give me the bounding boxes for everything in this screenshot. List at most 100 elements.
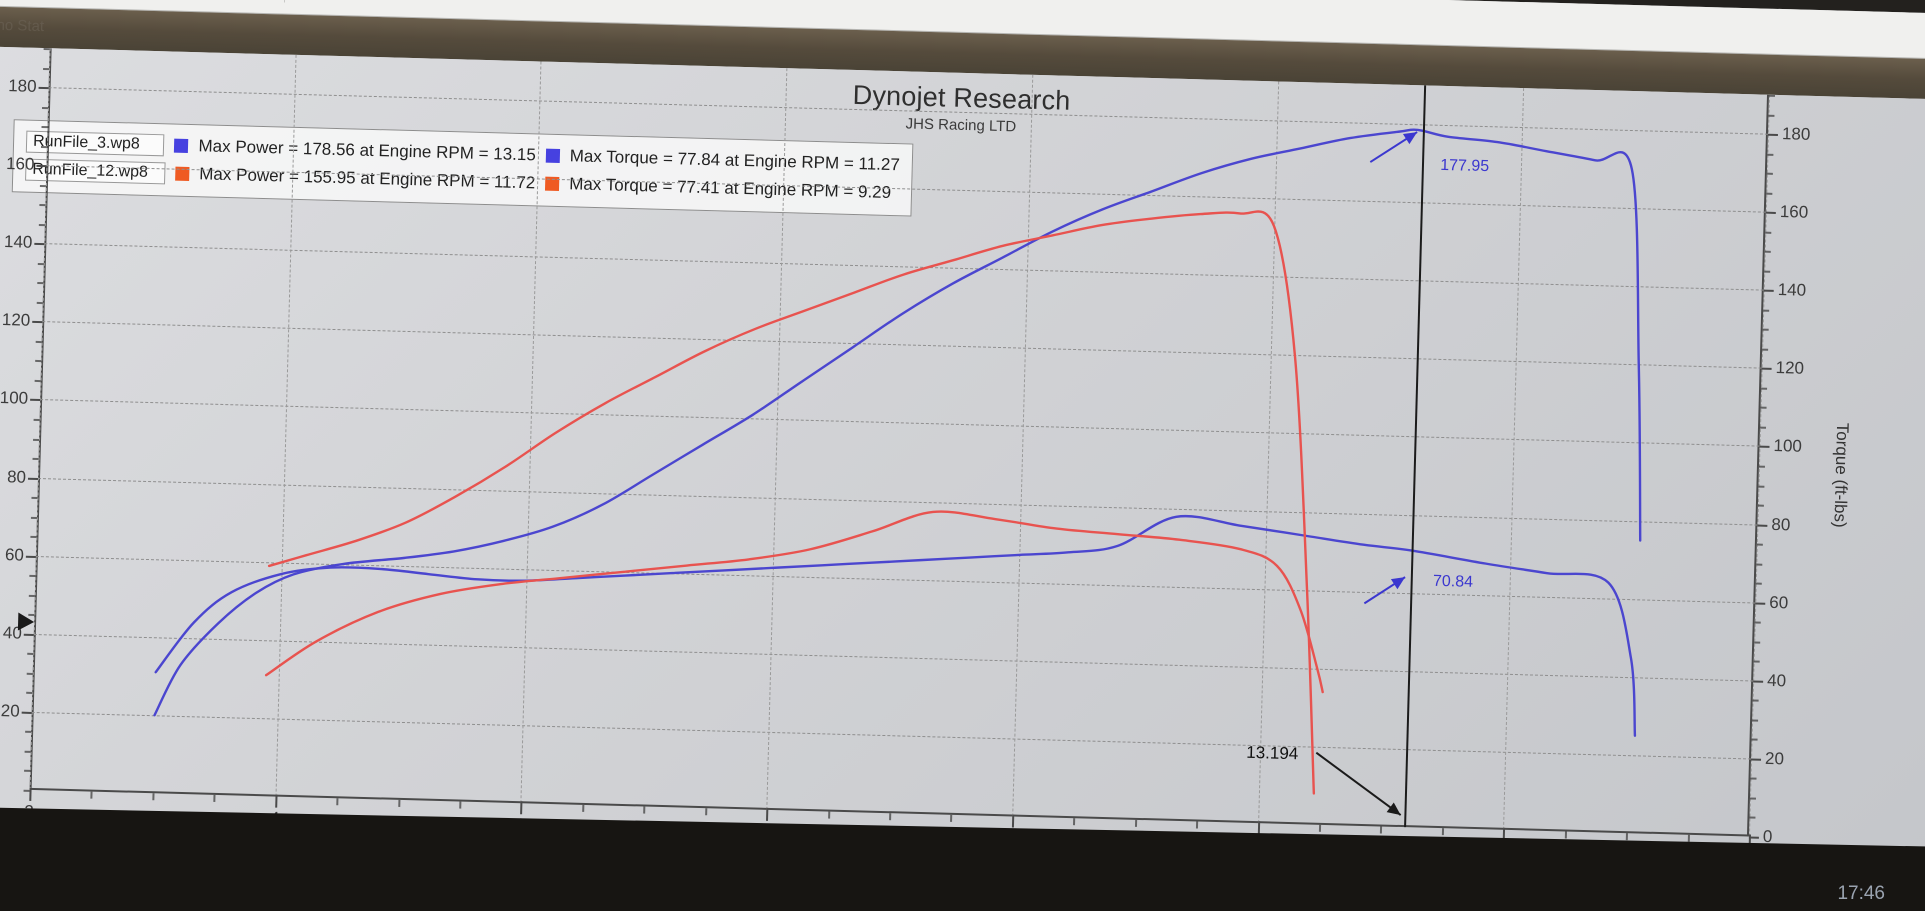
y-axis-right-minor-tick: [1758, 465, 1765, 468]
left-axis-marker-icon: [17, 612, 35, 632]
y-axis-right-minor-tick: [1768, 114, 1775, 117]
y-axis-right-minor-tick: [1752, 719, 1759, 722]
y-axis-right-tick-label: 140: [1777, 280, 1807, 301]
series-line-2: [267, 210, 1316, 795]
x-axis-minor-tick: [1196, 821, 1199, 829]
y-axis-right-minor-tick: [1759, 426, 1767, 429]
y-axis-right-minor-tick: [1765, 231, 1772, 234]
y-axis-left-tick-mark: [23, 633, 34, 636]
x-axis-minor-tick: [1564, 831, 1567, 839]
cursor-torque-readout: 70.84: [1432, 573, 1474, 592]
series-line-1: [154, 514, 1637, 737]
y-axis-left-tick-label: 120: [1, 310, 31, 331]
y-axis-right-tick-label: 120: [1775, 358, 1805, 379]
y-axis-right-tick-label: 40: [1766, 670, 1787, 691]
y-axis-right-minor-tick: [1749, 816, 1756, 820]
y-axis-left-tick-label: 100: [0, 388, 29, 409]
y-axis-right-minor-tick: [1762, 348, 1769, 351]
x-axis-minor-tick: [1134, 819, 1137, 827]
x-axis-minor-tick: [889, 813, 892, 821]
y-axis-right-minor-tick: [1751, 738, 1758, 741]
taskbar-hint-text: Dyno Stat: [0, 16, 45, 36]
y-axis-right-minor-tick: [1758, 485, 1765, 488]
y-axis-right-tick-mark: [1755, 602, 1766, 605]
y-axis-left-tick-mark: [21, 711, 32, 714]
x-axis-minor-tick: [827, 811, 830, 819]
y-axis-left-tick-mark: [25, 555, 36, 558]
y-axis-right-minor-tick: [1756, 543, 1763, 546]
dyno-plot-area[interactable]: 20 40 60 80 100 120 140 160 180 0 20 40 60 80 100 120 14…: [0, 45, 1852, 871]
x-axis-minor-tick: [582, 804, 585, 812]
x-axis-minor-tick: [152, 793, 155, 801]
x-axis-minor-tick: [1073, 818, 1076, 826]
y-axis-right-minor-tick: [1756, 563, 1763, 566]
y-axis-left-tick-label: 180: [7, 76, 37, 96]
y-axis-right-tick-label: 20: [1764, 748, 1785, 769]
y-axis-right-minor-tick: [1764, 270, 1771, 273]
y-axis-right-tick-mark: [1757, 524, 1768, 527]
y-axis-right-minor-tick: [1752, 699, 1759, 702]
y-axis-right-tick-mark: [1761, 367, 1772, 371]
y-axis-left-tick-mark: [38, 86, 49, 90]
y-axis-left-tick-mark: [32, 321, 43, 324]
y-axis-left-tick-mark: [34, 243, 45, 246]
y-axis-right-minor-tick: [1768, 94, 1776, 97]
y-axis-right-minor-tick: [1767, 153, 1774, 156]
x-axis-minor-tick: [90, 791, 93, 799]
y-axis-right-tick-mark: [1759, 446, 1770, 449]
system-clock: 17:46: [1837, 883, 1885, 904]
x-axis-minor-tick: [459, 801, 462, 809]
y-axis-right-tick-label: 80: [1771, 514, 1791, 535]
x-axis-minor-tick: [213, 794, 216, 802]
y-axis-left-tick-label: 60: [4, 544, 25, 565]
cursor-power-readout: 177.95: [1440, 156, 1490, 176]
y-axis-right-tick-label: 100: [1773, 436, 1803, 457]
y-axis-right-minor-tick: [1750, 777, 1757, 781]
y-axis-left-tick-mark: [30, 399, 41, 402]
x-axis-minor-tick: [1625, 833, 1629, 841]
y-axis-right-label: Torque (ft-lbs): [1830, 423, 1853, 529]
y-axis-right-minor-tick: [1749, 797, 1756, 800]
y-axis-right-minor-tick: [1753, 660, 1760, 663]
x-axis-minor-tick: [397, 799, 401, 807]
y-axis-right-minor-tick: [1762, 328, 1769, 332]
x-axis-minor-tick: [1318, 824, 1322, 832]
x-axis-minor-tick: [643, 806, 646, 814]
y-axis-right-tick-label: 180: [1781, 124, 1811, 144]
y-axis-right-minor-tick: [1754, 641, 1761, 644]
x-axis-minor-tick: [1441, 828, 1444, 836]
chart-sheet: Dynojet Research JHS Racing LTD RunFile_…: [0, 45, 1925, 911]
y-axis-left-tick-label: 140: [3, 232, 33, 253]
y-axis-left-tick-label: 80: [6, 466, 27, 487]
y-axis-right-minor-tick: [1755, 582, 1762, 585]
y-axis-right-tick-mark: [1765, 211, 1776, 215]
cursor-x-readout: 13.194: [1246, 742, 1299, 764]
y-axis-right-tick-label: 160: [1779, 202, 1809, 222]
y-axis-left-tick-mark: [27, 477, 39, 480]
x-axis-minor-tick: [1380, 826, 1383, 834]
x-axis-minor-tick: [950, 814, 953, 822]
y-axis-right-tick-mark: [1753, 680, 1764, 683]
x-axis-minor-tick: [336, 798, 339, 806]
y-axis-right-minor-tick: [1761, 387, 1768, 390]
y-axis-left-tick-label: 160: [5, 154, 35, 174]
y-axis-right-minor-tick: [1757, 504, 1764, 507]
y-axis-right-minor-tick: [1764, 250, 1771, 254]
y-axis-right-minor-tick: [1754, 621, 1761, 624]
dyno-curves: [153, 128, 1642, 795]
y-axis-right-tick-mark: [1767, 133, 1778, 137]
y-axis-left-tick-mark: [36, 165, 47, 168]
y-axis-right-tick-mark: [1751, 758, 1762, 761]
series-line-3: [264, 510, 1324, 694]
chrome-file-path: C:\Users\User\D: [284, 0, 416, 6]
x-axis-minor-tick: [704, 808, 708, 816]
y-axis-right-tick-mark: [1763, 289, 1774, 293]
y-axis-right-minor-tick: [1760, 407, 1767, 410]
y-axis-right-minor-tick: [1766, 192, 1773, 195]
y-axis-right-minor-tick: [1763, 309, 1770, 312]
series-line-0: [153, 128, 1642, 717]
y-axis-right-tick-label: 60: [1769, 592, 1789, 613]
y-axis-left-tick-label: 20: [0, 701, 20, 721]
